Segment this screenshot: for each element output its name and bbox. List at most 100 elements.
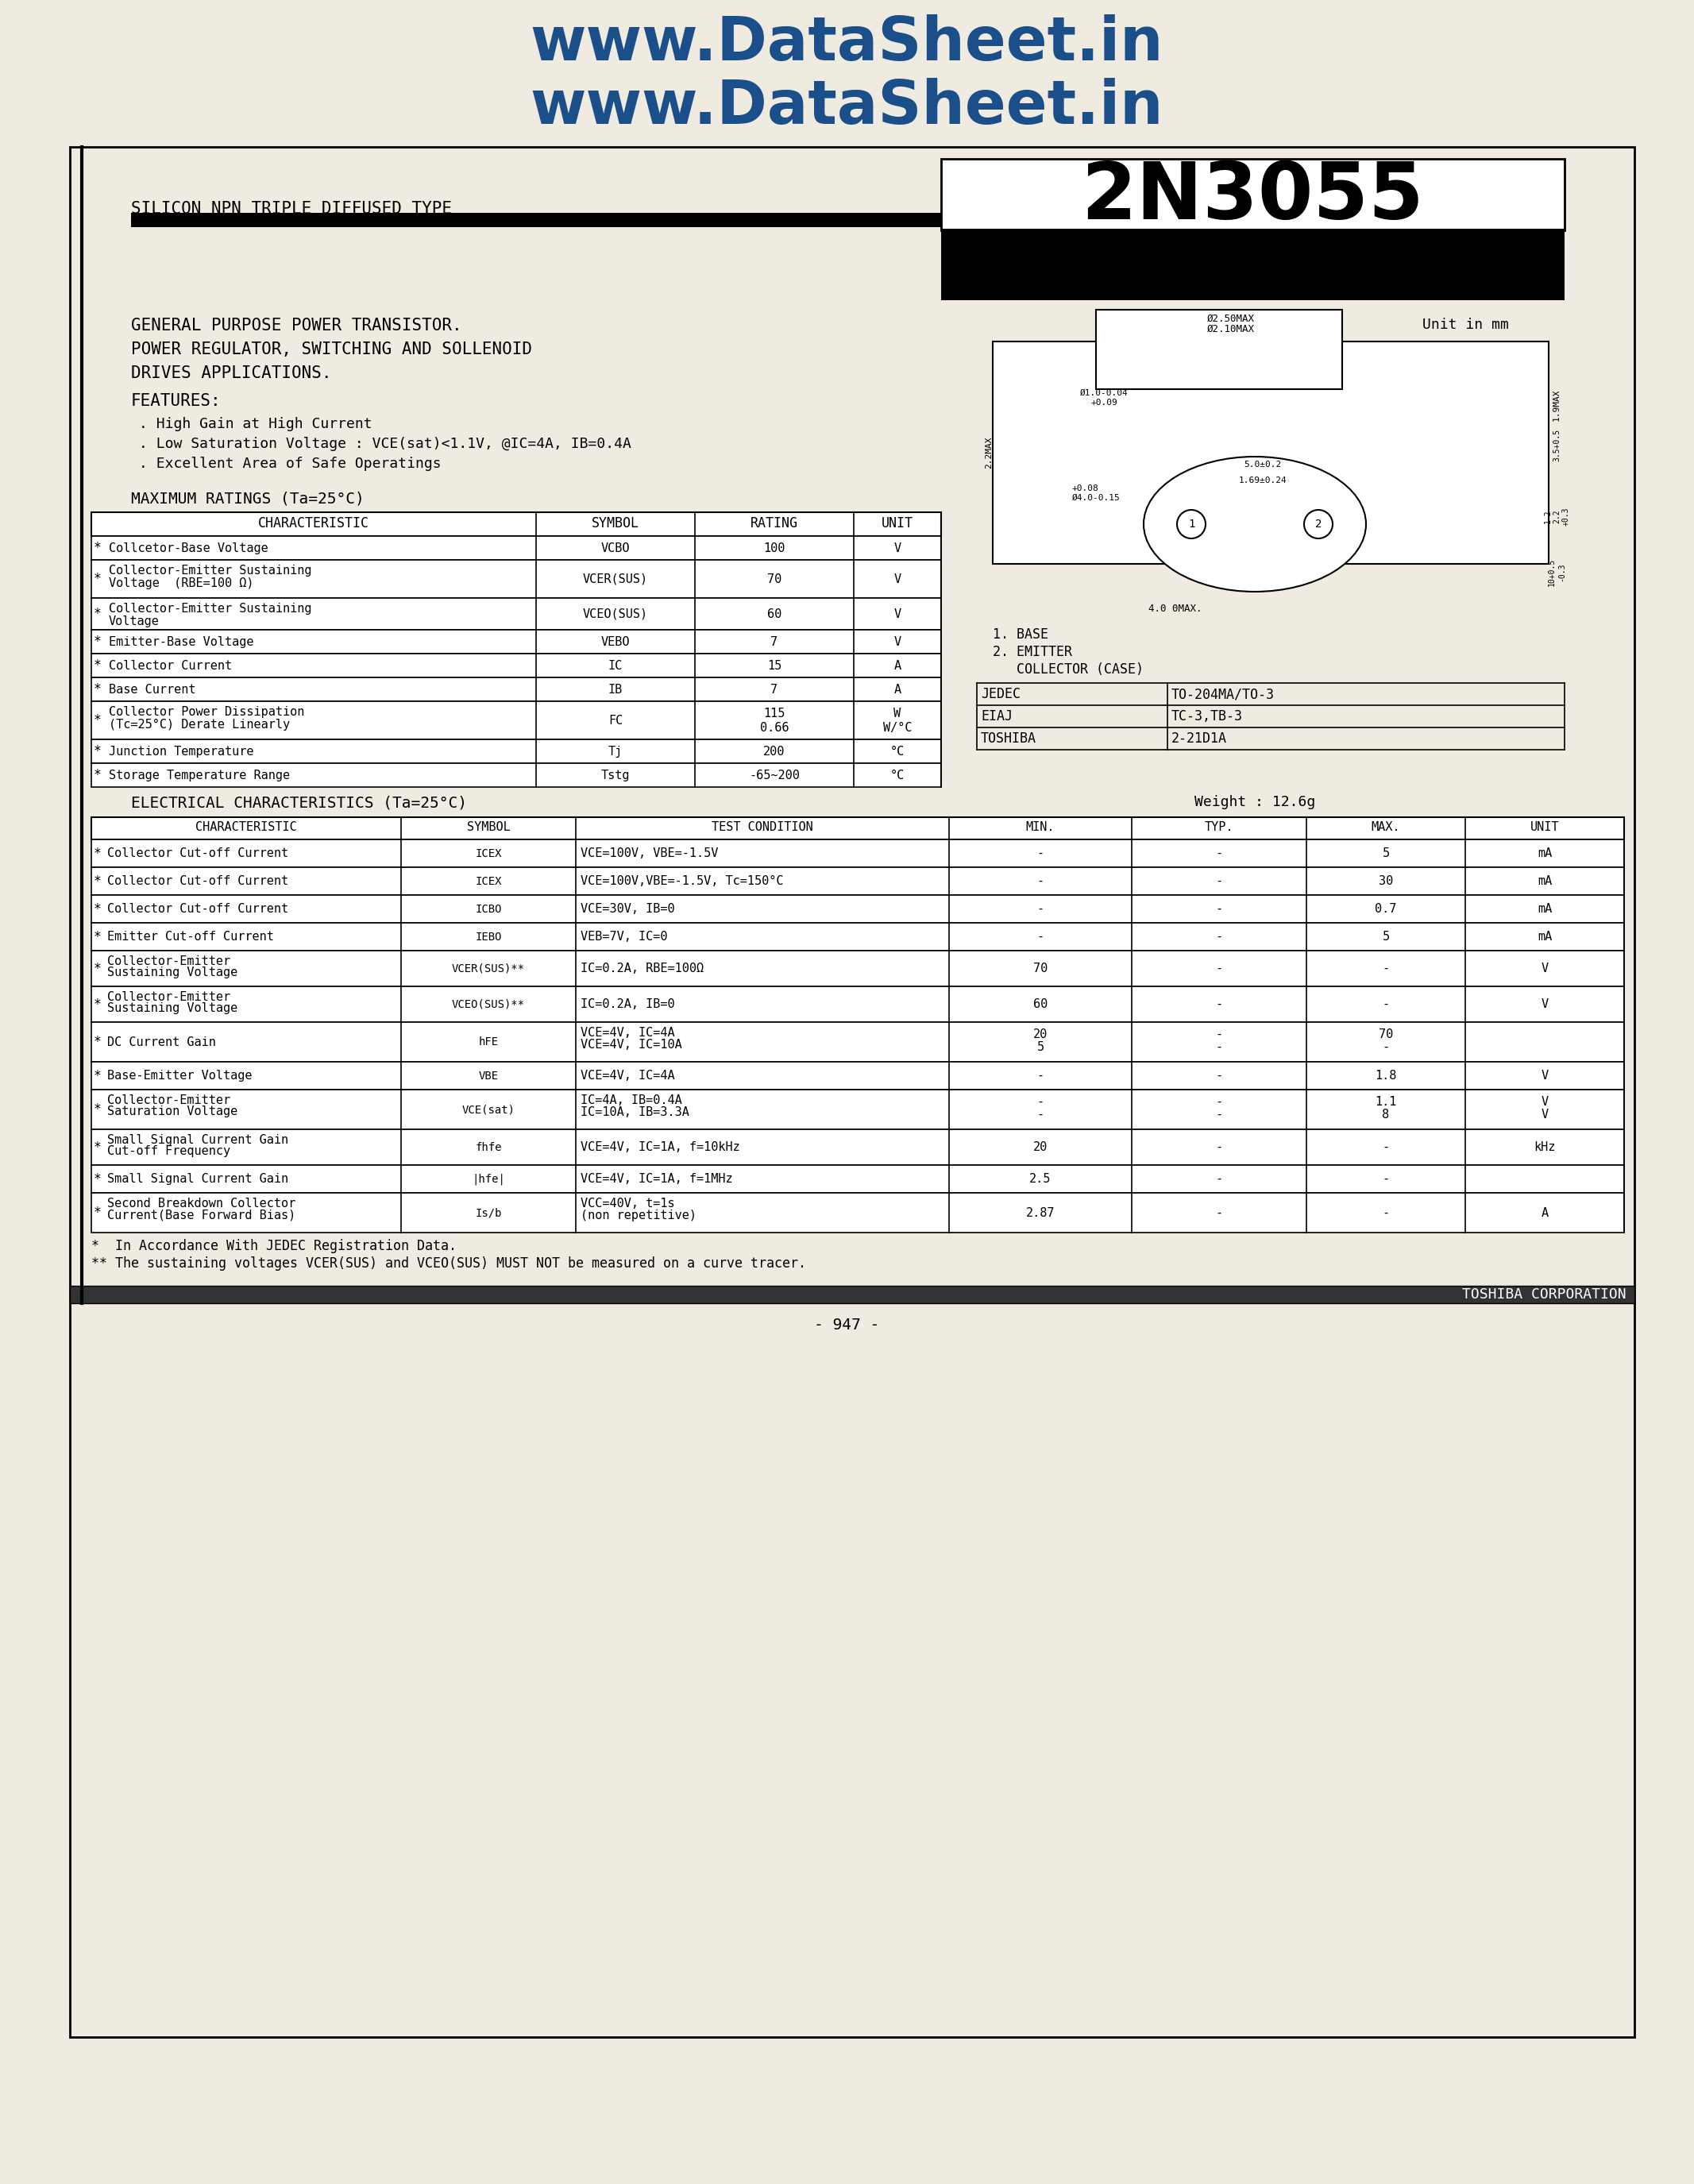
Text: 1: 1 bbox=[1187, 518, 1194, 531]
Text: www.DataSheet.in: www.DataSheet.in bbox=[530, 79, 1164, 138]
Text: IC: IC bbox=[608, 660, 623, 670]
Text: 70: 70 bbox=[767, 572, 781, 585]
Text: DC Current Gain: DC Current Gain bbox=[107, 1035, 215, 1048]
Text: Junction Temperature: Junction Temperature bbox=[108, 745, 254, 758]
Text: MIN.: MIN. bbox=[1027, 821, 1055, 832]
Text: *: * bbox=[93, 874, 102, 889]
Text: RATING: RATING bbox=[750, 515, 798, 531]
Text: ** The sustaining voltages VCER(SUS) and VCEO(SUS) MUST NOT be measured on a cur: ** The sustaining voltages VCER(SUS) and… bbox=[91, 1256, 806, 1271]
Text: *: * bbox=[93, 769, 102, 782]
Text: ICEX: ICEX bbox=[474, 847, 501, 858]
Bar bbox=[91, 513, 942, 535]
Text: -: - bbox=[1382, 1173, 1389, 1186]
Text: -: - bbox=[1216, 1042, 1223, 1053]
Text: SILICON NPN TRIPLE DIFFUSED TYPE: SILICON NPN TRIPLE DIFFUSED TYPE bbox=[130, 201, 452, 216]
Text: IB: IB bbox=[608, 684, 623, 695]
Text: *: * bbox=[93, 961, 102, 976]
Bar bbox=[91, 1192, 1625, 1232]
Text: 5.0±0.2: 5.0±0.2 bbox=[1243, 461, 1282, 470]
Text: 5: 5 bbox=[1037, 1042, 1044, 1053]
Text: mA: mA bbox=[1538, 847, 1552, 858]
Text: *: * bbox=[93, 1068, 102, 1083]
Text: www.DataSheet.in: www.DataSheet.in bbox=[530, 15, 1164, 72]
Text: 2-21D1A: 2-21D1A bbox=[1172, 732, 1226, 745]
Text: 200: 200 bbox=[764, 745, 786, 758]
Text: -65~200: -65~200 bbox=[749, 769, 800, 782]
Text: TYP.: TYP. bbox=[1204, 821, 1233, 832]
Text: V: V bbox=[1542, 1096, 1548, 1107]
Bar bbox=[91, 598, 942, 629]
Text: -: - bbox=[1216, 930, 1223, 943]
Text: W: W bbox=[894, 708, 901, 719]
Text: VCEO(SUS)**: VCEO(SUS)** bbox=[452, 998, 525, 1009]
Text: 0.7: 0.7 bbox=[1376, 902, 1398, 915]
Text: -: - bbox=[1216, 1029, 1223, 1040]
Text: -: - bbox=[1382, 1142, 1389, 1153]
Text: -: - bbox=[1216, 1096, 1223, 1107]
Text: *: * bbox=[93, 657, 102, 673]
Text: -: - bbox=[1216, 902, 1223, 915]
Text: -: - bbox=[1382, 1208, 1389, 1219]
Text: *: * bbox=[93, 930, 102, 943]
Text: TOSHIBA CORPORATION: TOSHIBA CORPORATION bbox=[1462, 1286, 1626, 1302]
Text: ICEX: ICEX bbox=[474, 876, 501, 887]
Text: -: - bbox=[1037, 1109, 1044, 1120]
Text: 7: 7 bbox=[771, 684, 778, 695]
Bar bbox=[91, 867, 1625, 895]
Text: °C: °C bbox=[889, 745, 905, 758]
Text: Ø2.50MAX: Ø2.50MAX bbox=[1208, 314, 1255, 323]
Text: V: V bbox=[894, 542, 901, 555]
Text: *: * bbox=[93, 572, 102, 585]
Text: -: - bbox=[1216, 963, 1223, 974]
Text: A: A bbox=[894, 660, 901, 670]
Text: Base-Emitter Voltage: Base-Emitter Voltage bbox=[107, 1070, 252, 1081]
Text: VCBO: VCBO bbox=[601, 542, 630, 555]
Text: CHARACTERISTIC: CHARACTERISTIC bbox=[257, 515, 369, 531]
Text: Tj: Tj bbox=[608, 745, 623, 758]
Text: 30: 30 bbox=[1379, 876, 1392, 887]
Text: Collector-Emitter Sustaining: Collector-Emitter Sustaining bbox=[108, 566, 312, 577]
Ellipse shape bbox=[1143, 456, 1365, 592]
Bar bbox=[91, 1061, 1625, 1090]
Bar bbox=[91, 924, 1625, 950]
Bar bbox=[130, 212, 942, 227]
Text: 2: 2 bbox=[1315, 518, 1321, 531]
Text: *: * bbox=[93, 1140, 102, 1155]
Text: IEBO: IEBO bbox=[474, 930, 501, 941]
Text: 60: 60 bbox=[767, 607, 781, 620]
Text: VCE=4V, IC=4A: VCE=4V, IC=4A bbox=[581, 1026, 674, 1040]
Text: . Low Saturation Voltage : VCE(sat)<1.1V, @IC=4A, IB=0.4A: . Low Saturation Voltage : VCE(sat)<1.1V… bbox=[139, 437, 632, 452]
Text: IC=0.2A, RBE=100Ω: IC=0.2A, RBE=100Ω bbox=[581, 963, 703, 974]
Bar bbox=[1096, 310, 1342, 389]
Bar bbox=[91, 559, 942, 598]
Bar bbox=[993, 341, 1548, 563]
Bar bbox=[91, 740, 942, 762]
Text: +0.08
Ø4.0-0.15: +0.08 Ø4.0-0.15 bbox=[1072, 485, 1120, 502]
Text: VCE=30V, IB=0: VCE=30V, IB=0 bbox=[581, 902, 674, 915]
Text: W/°C: W/°C bbox=[883, 723, 911, 734]
Text: UNIT: UNIT bbox=[1530, 821, 1558, 832]
Text: *: * bbox=[93, 542, 102, 555]
Text: mA: mA bbox=[1538, 876, 1552, 887]
Text: 2. EMITTER: 2. EMITTER bbox=[993, 644, 1072, 660]
Text: 20: 20 bbox=[1033, 1029, 1047, 1040]
Bar bbox=[91, 1022, 1625, 1061]
Text: 1. BASE: 1. BASE bbox=[993, 627, 1049, 642]
Text: Ø2.10MAX: Ø2.10MAX bbox=[1208, 323, 1255, 334]
Text: -: - bbox=[1382, 1042, 1389, 1053]
Text: Voltage  (RBE=100 Ω): Voltage (RBE=100 Ω) bbox=[108, 577, 254, 590]
Text: 2N3055: 2N3055 bbox=[1081, 159, 1425, 236]
Text: Cut-off Frequency: Cut-off Frequency bbox=[107, 1144, 230, 1158]
Bar bbox=[91, 1164, 1625, 1192]
Text: *: * bbox=[93, 998, 102, 1011]
Text: 100: 100 bbox=[764, 542, 786, 555]
Text: EIAJ: EIAJ bbox=[981, 710, 1013, 723]
Bar bbox=[69, 146, 1635, 2038]
Text: Collector-Emitter Sustaining: Collector-Emitter Sustaining bbox=[108, 603, 312, 614]
Text: 4.0 0MAX.: 4.0 0MAX. bbox=[1149, 603, 1203, 614]
Text: V: V bbox=[894, 572, 901, 585]
Text: -: - bbox=[1037, 847, 1044, 858]
Bar bbox=[942, 159, 1565, 229]
Text: *: * bbox=[93, 1103, 102, 1116]
Text: IC=4A, IB=0.4A: IC=4A, IB=0.4A bbox=[581, 1094, 683, 1107]
